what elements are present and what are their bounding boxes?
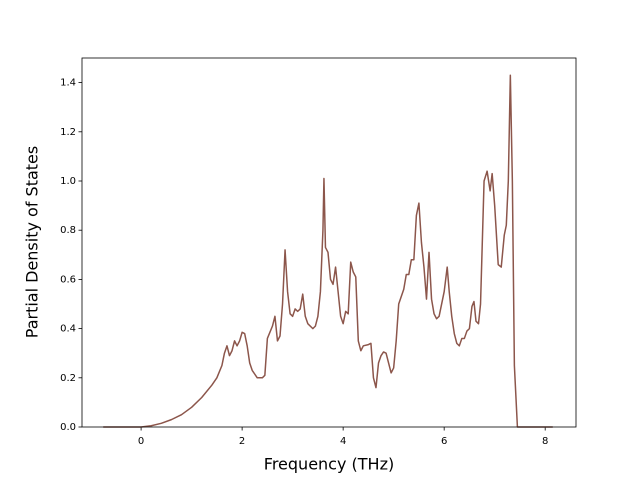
- y-tick-label: 0.8: [60, 225, 76, 236]
- plot-frame: [81, 57, 577, 428]
- y-tick-label: 0.0: [60, 422, 76, 433]
- x-tick-label: 0: [138, 436, 144, 447]
- y-axis-label: Partial Density of States: [23, 146, 42, 338]
- x-tick-label: 6: [441, 436, 447, 447]
- x-axis-label: Frequency (THz): [264, 455, 394, 474]
- y-tick-label: 1.2: [60, 127, 76, 138]
- x-tick-label: 4: [340, 436, 346, 447]
- y-tick-label: 0.2: [60, 373, 76, 384]
- y-tick-label: 0.6: [60, 274, 76, 285]
- y-tick-label: 1.4: [60, 78, 76, 89]
- y-tick-label: 1.0: [60, 176, 76, 187]
- x-tick-label: 8: [542, 436, 548, 447]
- x-tick-label: 2: [239, 436, 245, 447]
- y-tick-label: 0.4: [60, 324, 76, 335]
- series-line: [103, 74, 553, 428]
